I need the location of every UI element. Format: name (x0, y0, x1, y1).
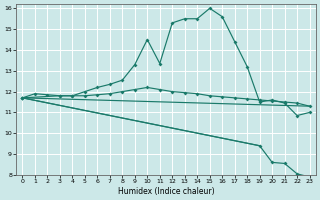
X-axis label: Humidex (Indice chaleur): Humidex (Indice chaleur) (118, 187, 214, 196)
